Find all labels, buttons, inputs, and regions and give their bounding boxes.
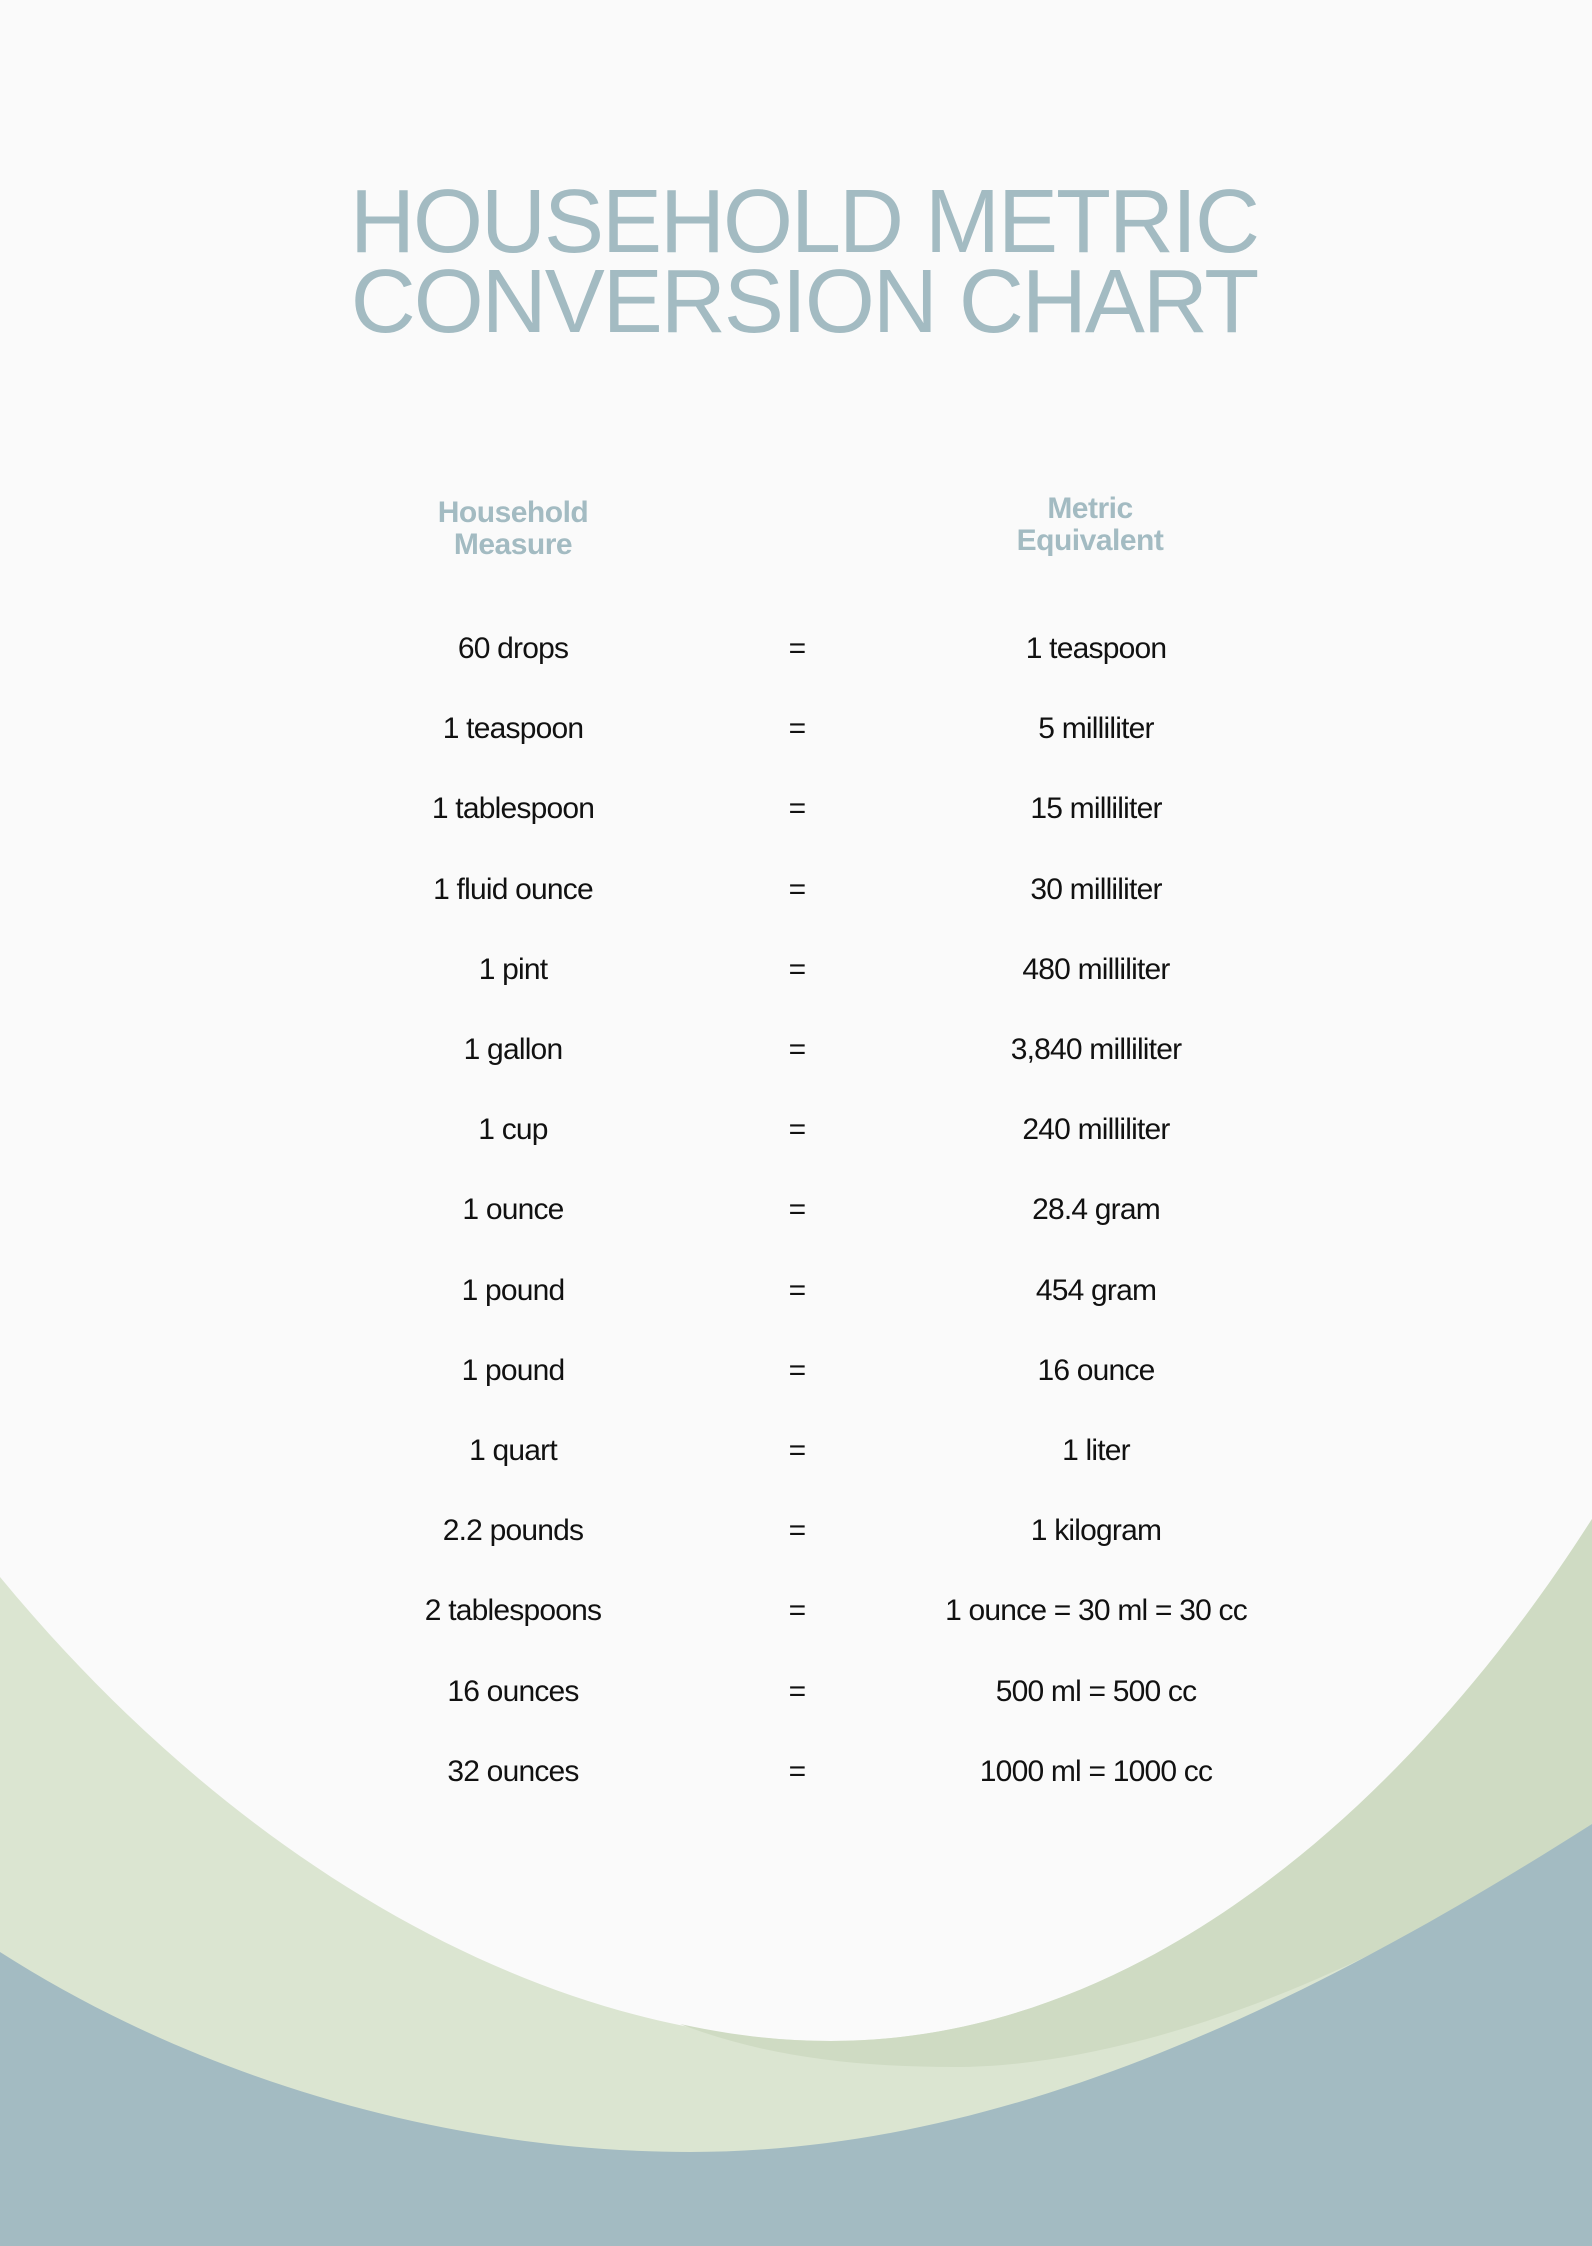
table-row: 2.2 pounds = 1 kilogram xyxy=(0,1514,1592,1564)
table-row: 1 fluid ounce = 30 milliliter xyxy=(0,873,1592,923)
table-row: 1 pint = 480 milliliter xyxy=(0,953,1592,1003)
household-measure-header: Household Measure xyxy=(313,497,713,561)
blue-wave xyxy=(0,1824,1592,2246)
metric-equivalent-cell: 454 gram xyxy=(1035,1273,1157,1307)
household-measure-cell: 1 teaspoon xyxy=(442,712,584,746)
metric-equivalent-cell: 15 milliliter xyxy=(1030,792,1162,826)
equals-sign: = xyxy=(788,792,807,826)
equals-sign: = xyxy=(788,872,807,906)
header-line: Measure xyxy=(453,528,573,561)
household-measure-cell: 1 gallon xyxy=(463,1033,564,1066)
metric-equivalent-header: Metric Equivalent xyxy=(890,493,1290,557)
household-measure-cell: 60 drops xyxy=(457,632,569,665)
household-measure-cell: 2 tablespoons xyxy=(424,1594,602,1628)
household-measure-cell: 1 fluid ounce xyxy=(433,872,594,906)
title-line-1: HOUSEHOLD METRIC xyxy=(349,172,1260,272)
metric-equivalent-cell: 500 ml = 500 cc xyxy=(995,1674,1197,1708)
table-row: 2 tablespoons = 1 ounce = 30 ml = 30 cc xyxy=(0,1594,1592,1644)
table-row: 1 gallon = 3,840 milliliter xyxy=(0,1033,1592,1083)
table-row: 32 ounces = 1000 ml = 1000 cc xyxy=(0,1755,1592,1805)
equals-sign: = xyxy=(788,1353,807,1387)
metric-equivalent-cell: 3,840 milliliter xyxy=(1010,1033,1182,1066)
title-line-2: CONVERSION CHART xyxy=(350,252,1259,352)
equals-sign: = xyxy=(788,1754,807,1788)
household-measure-cell: 1 pint xyxy=(478,952,548,986)
equals-sign: = xyxy=(788,1514,807,1548)
table-row: 1 ounce = 28.4 gram xyxy=(0,1193,1592,1243)
equals-sign: = xyxy=(788,1674,807,1708)
metric-equivalent-cell: 1 liter xyxy=(1062,1434,1131,1467)
equals-sign: = xyxy=(788,632,807,665)
header-line: Metric xyxy=(1047,492,1133,525)
equals-sign: = xyxy=(788,712,807,746)
metric-equivalent-cell: 1 teaspoon xyxy=(1025,632,1167,665)
equals-sign: = xyxy=(788,1033,807,1066)
equals-sign: = xyxy=(788,1434,807,1467)
metric-equivalent-cell: 1000 ml = 1000 cc xyxy=(979,1754,1213,1788)
metric-equivalent-cell: 480 milliliter xyxy=(1022,952,1170,986)
household-measure-cell: 1 tablespoon xyxy=(431,792,595,826)
table-row: 1 teaspoon = 5 milliliter xyxy=(0,712,1592,762)
household-measure-cell: 16 ounces xyxy=(447,1674,579,1708)
dark-green-wave xyxy=(680,1519,1592,2067)
table-row: 1 cup = 240 milliliter xyxy=(0,1113,1592,1163)
household-measure-cell: 1 quart xyxy=(469,1434,558,1467)
metric-equivalent-cell: 1 kilogram xyxy=(1030,1514,1162,1548)
equals-sign: = xyxy=(788,1113,807,1147)
metric-equivalent-cell: 16 ounce xyxy=(1037,1353,1155,1387)
metric-equivalent-cell: 28.4 gram xyxy=(1032,1193,1161,1227)
equals-sign: = xyxy=(788,1193,807,1227)
household-measure-cell: 1 ounce xyxy=(462,1193,564,1227)
metric-equivalent-cell: 5 milliliter xyxy=(1038,712,1154,746)
household-measure-cell: 32 ounces xyxy=(447,1754,579,1788)
table-row: 16 ounces = 500 ml = 500 cc xyxy=(0,1675,1592,1725)
page-title: HOUSEHOLD METRIC CONVERSION CHART xyxy=(8,172,1592,352)
table-row: 1 quart = 1 liter xyxy=(0,1434,1592,1484)
table-row: 1 pound = 454 gram xyxy=(0,1274,1592,1324)
equals-sign: = xyxy=(788,952,807,986)
household-measure-cell: 1 pound xyxy=(461,1353,566,1387)
household-measure-cell: 1 pound xyxy=(461,1273,566,1307)
header-line: Equivalent xyxy=(1016,524,1164,557)
equals-sign: = xyxy=(788,1594,807,1628)
household-measure-cell: 2.2 pounds xyxy=(442,1514,584,1548)
table-row: 60 drops = 1 teaspoon xyxy=(0,632,1592,682)
household-measure-cell: 1 cup xyxy=(478,1113,548,1147)
metric-equivalent-cell: 30 milliliter xyxy=(1030,872,1162,906)
table-row: 1 tablespoon = 15 milliliter xyxy=(0,792,1592,842)
metric-equivalent-cell: 240 milliliter xyxy=(1022,1113,1170,1147)
table-row: 1 pound = 16 ounce xyxy=(0,1354,1592,1404)
equals-sign: = xyxy=(788,1273,807,1307)
header-line: Household xyxy=(437,496,589,529)
metric-equivalent-cell: 1 ounce = 30 ml = 30 cc xyxy=(945,1594,1248,1628)
